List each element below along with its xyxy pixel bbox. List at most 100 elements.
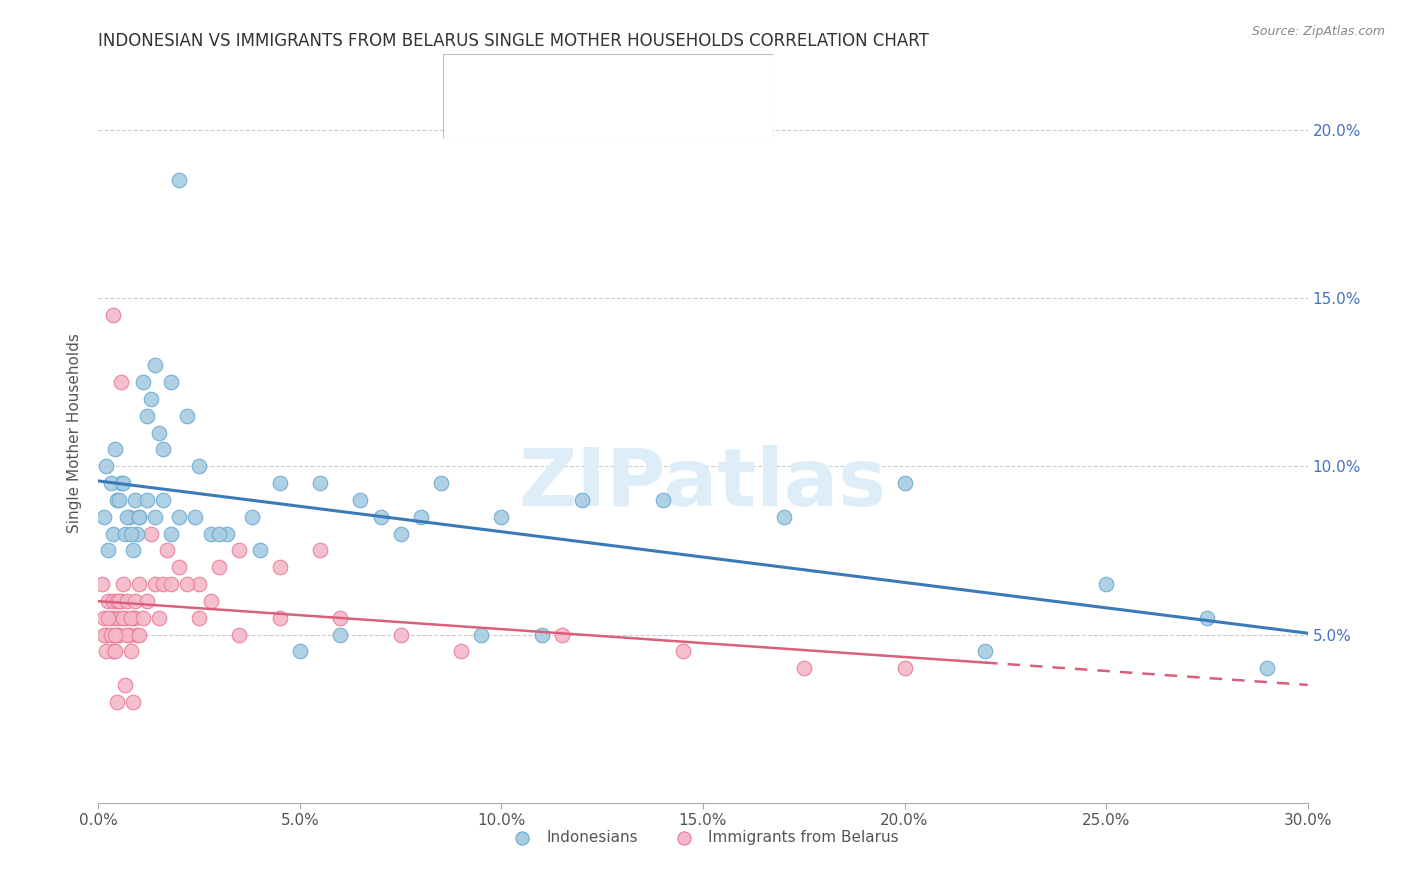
Point [93, 610, 115, 624]
Point [551, 627, 574, 641]
Point [148, 610, 170, 624]
Point [128, 627, 150, 641]
Point [121, 610, 143, 624]
Text: 61: 61 [685, 70, 703, 83]
Point [160, 577, 183, 591]
Point [370, 509, 392, 524]
Point [107, 594, 129, 608]
Point [167, 509, 190, 524]
Point [176, 577, 198, 591]
Point [188, 610, 211, 624]
Point [176, 409, 198, 423]
Point [96, 459, 118, 474]
Point [672, 644, 695, 658]
Point [893, 661, 915, 675]
Point [93, 627, 115, 641]
Point [269, 610, 291, 624]
Point [103, 442, 125, 457]
Point [105, 695, 128, 709]
Point [101, 526, 124, 541]
Point [110, 476, 132, 491]
Point [349, 492, 371, 507]
Point [329, 627, 352, 641]
Point [114, 610, 136, 624]
Text: N =: N = [641, 70, 668, 83]
Point [269, 476, 291, 491]
Point [120, 644, 142, 658]
Point [100, 610, 122, 624]
Point [309, 476, 332, 491]
Point [143, 577, 166, 591]
Point [1095, 577, 1118, 591]
Point [329, 610, 352, 624]
Text: -0.044: -0.044 [538, 109, 583, 122]
Point [115, 509, 138, 524]
Point [530, 627, 553, 641]
Text: R =: R = [499, 109, 524, 122]
Point [208, 526, 231, 541]
Point [115, 594, 138, 608]
Text: ZIPatlas: ZIPatlas [519, 445, 887, 524]
Point [240, 509, 263, 524]
Point [228, 543, 250, 558]
Point [893, 476, 915, 491]
Text: INDONESIAN VS IMMIGRANTS FROM BELARUS SINGLE MOTHER HOUSEHOLDS CORRELATION CHART: INDONESIAN VS IMMIGRANTS FROM BELARUS SI… [98, 32, 929, 50]
Point [121, 543, 143, 558]
Point [125, 526, 148, 541]
Point [107, 610, 129, 624]
Point [389, 526, 412, 541]
Point [793, 661, 815, 675]
Point [1195, 610, 1218, 624]
Point [249, 543, 271, 558]
Point [430, 476, 453, 491]
Point [974, 644, 997, 658]
Point [156, 543, 179, 558]
Point [114, 526, 136, 541]
Point [96, 644, 118, 658]
Point [160, 375, 183, 389]
Point [470, 627, 492, 641]
Point [111, 610, 134, 624]
Point [107, 492, 129, 507]
Point [128, 509, 150, 524]
Point [103, 644, 125, 658]
Point [139, 526, 162, 541]
Point [101, 308, 124, 322]
Point [125, 627, 148, 641]
Point [97, 594, 120, 608]
Point [118, 509, 141, 524]
Y-axis label: Single Mother Households: Single Mother Households [67, 333, 83, 533]
Point [571, 492, 593, 507]
Point [105, 627, 128, 641]
Text: -0.182: -0.182 [538, 70, 583, 83]
FancyBboxPatch shape [443, 54, 773, 138]
Point [132, 610, 155, 624]
Text: R =: R = [499, 70, 524, 83]
Point [111, 577, 134, 591]
Point [160, 526, 183, 541]
Point [121, 695, 143, 709]
Point [111, 476, 134, 491]
Point [110, 594, 132, 608]
Bar [456, 103, 489, 130]
Point [1256, 661, 1278, 675]
Point [101, 644, 124, 658]
Point [188, 459, 211, 474]
Point [115, 627, 138, 641]
Point [135, 409, 157, 423]
Bar [456, 62, 489, 90]
Text: N =: N = [641, 109, 668, 122]
Point [97, 543, 120, 558]
Point [107, 627, 129, 641]
Point [100, 627, 122, 641]
Point [167, 560, 190, 574]
Point [200, 594, 222, 608]
Point [188, 577, 211, 591]
Point [200, 526, 222, 541]
Point [132, 375, 155, 389]
Point [152, 577, 174, 591]
Point [184, 509, 207, 524]
Point [269, 560, 291, 574]
Point [148, 425, 170, 440]
Text: 65: 65 [685, 109, 703, 122]
